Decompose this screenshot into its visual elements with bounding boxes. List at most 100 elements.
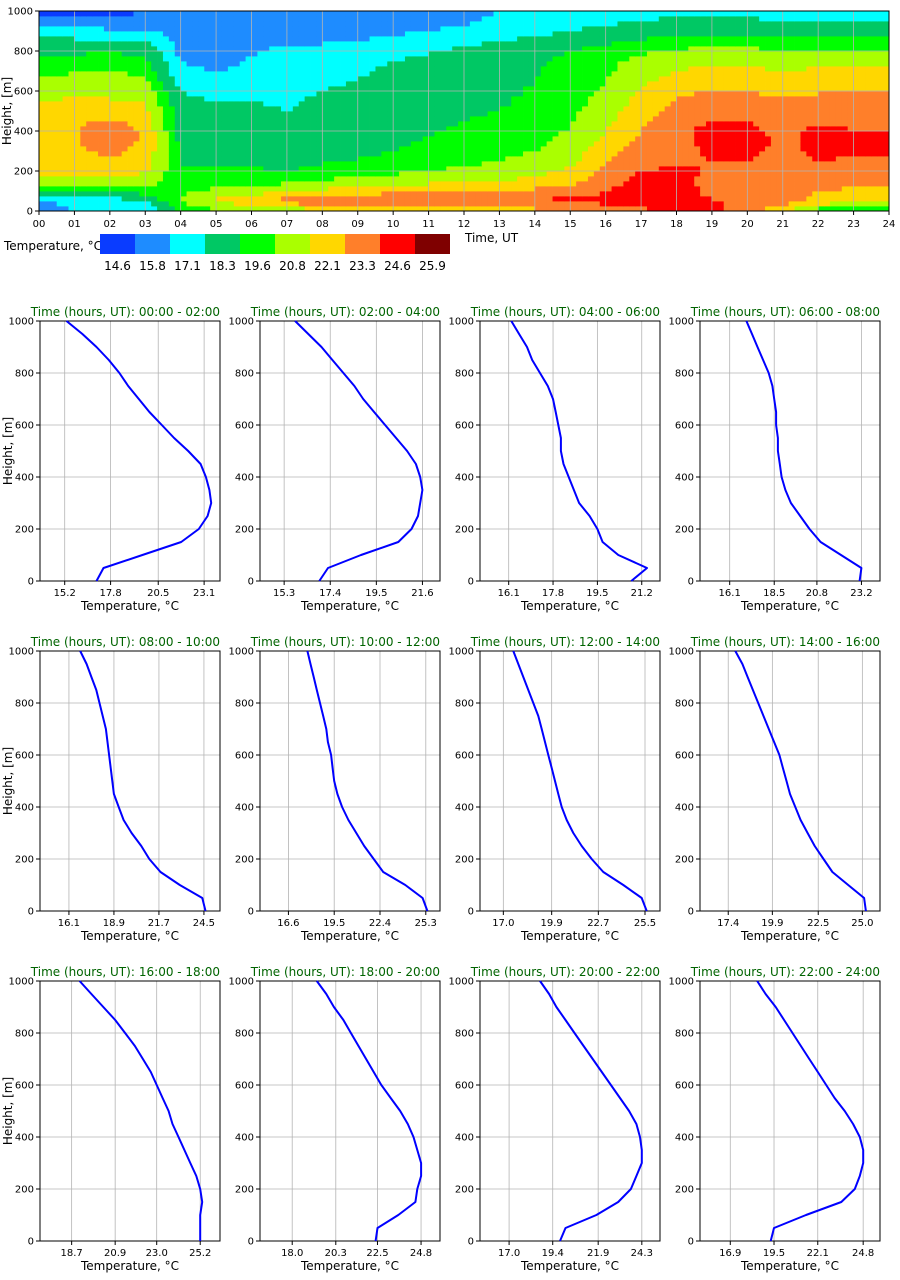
heatmap-cell xyxy=(688,41,695,47)
heatmap-cell xyxy=(186,46,193,52)
heatmap-cell xyxy=(517,156,524,162)
heatmap-cell xyxy=(770,116,778,122)
heatmap-cell xyxy=(717,111,725,117)
heatmap-cell xyxy=(818,56,825,62)
heatmap-cell xyxy=(706,106,713,112)
heatmap-cell xyxy=(387,76,394,82)
heatmap-cell xyxy=(92,206,99,212)
heatmap-cell xyxy=(139,106,146,112)
heatmap-cell xyxy=(646,96,654,102)
heatmap-cell xyxy=(68,66,75,72)
heatmap-cell xyxy=(458,51,465,57)
heatmap-cell xyxy=(824,206,831,212)
heatmap-cell xyxy=(587,166,595,172)
heatmap-cell xyxy=(717,161,725,167)
heatmap-cell xyxy=(570,36,577,42)
heatmap-cell xyxy=(180,116,187,122)
heatmap-cell xyxy=(617,81,624,87)
heatmap-cell xyxy=(629,151,636,157)
heatmap-cell xyxy=(399,116,406,122)
heatmap-cell xyxy=(865,201,872,207)
heatmap-cell xyxy=(835,111,843,117)
heatmap-cell xyxy=(204,106,211,112)
heatmap-cell xyxy=(629,121,636,127)
heatmap-cell xyxy=(316,131,323,137)
heatmap-cell xyxy=(56,176,64,182)
heatmap-cell xyxy=(818,61,825,67)
heatmap-cell xyxy=(505,171,512,177)
heatmap-cell xyxy=(357,156,365,162)
heatmap-cell xyxy=(340,171,347,177)
heatmap-cell xyxy=(446,61,453,67)
heatmap-cell xyxy=(239,86,246,92)
heatmap-cell xyxy=(121,166,128,172)
heatmap-cell xyxy=(853,86,860,92)
heatmap-cell xyxy=(251,156,258,162)
heatmap-cell xyxy=(587,61,595,67)
heatmap-cell xyxy=(794,146,801,152)
heatmap-cell xyxy=(829,131,837,137)
heatmap-cell xyxy=(328,111,335,117)
heatmap-cell xyxy=(759,141,766,147)
heatmap-cell xyxy=(835,56,843,62)
heatmap-cell xyxy=(812,141,819,147)
heatmap-cell xyxy=(334,156,341,162)
heatmap-cell xyxy=(818,41,825,47)
heatmap-cell xyxy=(257,51,264,57)
heatmap-cell xyxy=(717,51,725,57)
heatmap-cell xyxy=(658,86,666,92)
heatmap-cell xyxy=(286,126,294,132)
heatmap-cell xyxy=(629,131,636,137)
heatmap-cell xyxy=(174,126,182,132)
heatmap-cell xyxy=(56,166,64,172)
heatmap-cell xyxy=(806,41,813,47)
heatmap-cell xyxy=(328,91,335,97)
heatmap-cell xyxy=(233,141,241,147)
heatmap-cell xyxy=(475,76,483,82)
heatmap-cell xyxy=(534,176,542,182)
heatmap-cell xyxy=(204,76,211,82)
heatmap-cell xyxy=(664,41,671,47)
heatmap-cell xyxy=(98,81,105,87)
heatmap-cell xyxy=(198,181,205,187)
heatmap-cell xyxy=(162,171,170,177)
heatmap-cell xyxy=(499,136,506,142)
heatmap-cell xyxy=(505,91,512,97)
heatmap-cell xyxy=(717,121,725,127)
heatmap-cell xyxy=(98,61,105,67)
heatmap-cell xyxy=(310,81,317,87)
heatmap-cell xyxy=(92,131,99,137)
heatmap-cell xyxy=(576,91,583,97)
heatmap-cell xyxy=(416,146,424,152)
heatmap-cell xyxy=(316,181,323,187)
heatmap-cell xyxy=(345,36,353,42)
heatmap-cell xyxy=(186,81,193,87)
heatmap-cell xyxy=(168,81,176,87)
heatmap-cell xyxy=(115,106,123,112)
heatmap-cell xyxy=(812,111,819,117)
heatmap-cell xyxy=(670,176,677,182)
heatmap-cell xyxy=(369,156,376,162)
heatmap-cell xyxy=(56,181,64,187)
heatmap-cell xyxy=(281,41,288,47)
heatmap-cell xyxy=(806,201,813,207)
heatmap-cell xyxy=(328,161,335,167)
heatmap-cell xyxy=(735,46,742,52)
heatmap-cell xyxy=(587,116,595,122)
heatmap-cell xyxy=(251,41,258,47)
heatmap-cell xyxy=(706,41,713,47)
heatmap-cell xyxy=(859,196,866,202)
heatmap-cell xyxy=(511,66,518,72)
heatmap-cell xyxy=(499,46,506,52)
heatmap-cell xyxy=(139,191,146,197)
heatmap-cell xyxy=(883,81,890,87)
heatmap-cell xyxy=(357,51,365,57)
heatmap-cell xyxy=(711,121,719,127)
heatmap-cell xyxy=(434,206,441,212)
heatmap-cell xyxy=(782,136,790,142)
heatmap-cell xyxy=(139,166,146,172)
heatmap-cell xyxy=(505,41,512,47)
heatmap-cell xyxy=(829,51,837,57)
heatmap-cell xyxy=(103,181,111,187)
heatmap-cell xyxy=(499,166,506,172)
